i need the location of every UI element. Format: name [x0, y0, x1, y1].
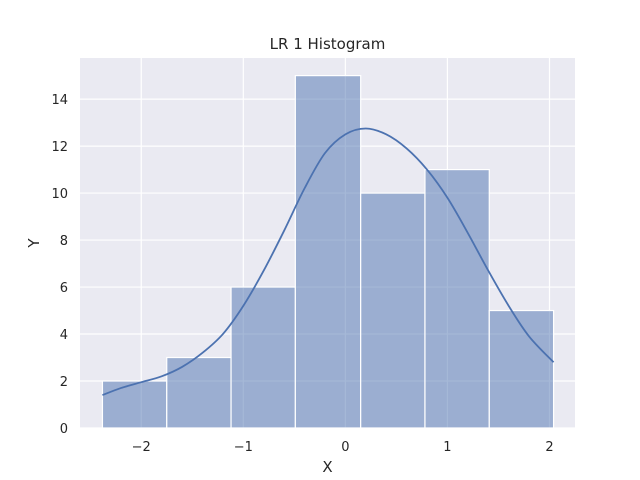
- y-tick-label: 12: [51, 140, 68, 155]
- histogram-bar: [488, 309, 555, 429]
- x-tick-label: 0: [341, 440, 349, 455]
- histogram-bar: [230, 286, 296, 429]
- y-tick-label: 2: [60, 375, 68, 390]
- x-axis-label: X: [322, 458, 332, 476]
- x-tick-label: −2: [132, 440, 151, 455]
- y-tick-label: 0: [60, 422, 68, 437]
- histogram-bar: [166, 356, 232, 429]
- histogram-bar: [294, 75, 362, 429]
- histogram-bar: [424, 168, 490, 429]
- y-tick-label: 4: [60, 328, 68, 343]
- histogram-bar: [101, 380, 168, 429]
- chart-title: LR 1 Histogram: [270, 35, 386, 53]
- x-tick-label: −1: [234, 440, 253, 455]
- x-tick-label: 2: [545, 440, 553, 455]
- y-tick-label: 6: [60, 281, 68, 296]
- kde-curve: [102, 127, 555, 396]
- y-tick-label: 14: [51, 93, 68, 108]
- histogram-bar: [360, 192, 426, 429]
- x-tick-label: 1: [443, 440, 451, 455]
- y-tick-label: 10: [51, 187, 68, 202]
- y-tick-label: 8: [60, 234, 68, 249]
- kde-curve-layer: [102, 127, 555, 396]
- y-axis-label: Y: [25, 238, 43, 249]
